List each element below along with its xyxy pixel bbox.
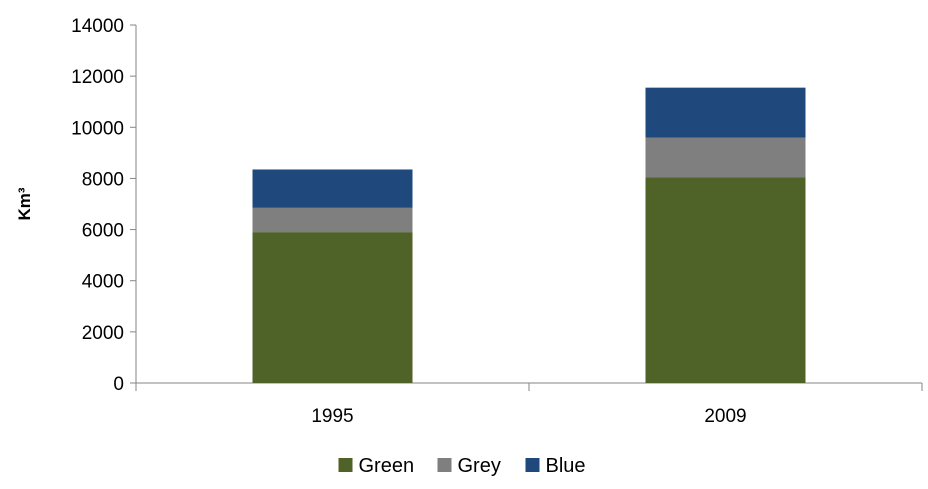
- x-tick-label: 2009: [704, 406, 746, 427]
- tick-labels: 0 2000 4000 6000 8000 10000 12000 14000 1995 2009: [71, 16, 746, 427]
- y-tick-label: 2000: [82, 323, 124, 344]
- y-tick-label: 0: [113, 374, 124, 395]
- bar-green-2009: [645, 177, 806, 383]
- bar-blue-1995: [252, 169, 413, 208]
- bar-grey-2009: [645, 137, 806, 178]
- y-axis-label: Km³: [15, 187, 34, 220]
- bar-green-1995: [252, 232, 413, 383]
- legend-label-blue: Blue: [546, 455, 586, 477]
- legend: Green Grey Blue: [338, 455, 586, 477]
- legend-swatch-grey: [437, 458, 452, 472]
- y-tick-label: 6000: [82, 221, 124, 242]
- legend-label-green: Green: [359, 455, 415, 477]
- y-tick-label: 8000: [82, 169, 124, 190]
- y-tick-label: 4000: [82, 272, 124, 293]
- y-tick-label: 14000: [71, 16, 124, 37]
- legend-swatch-blue: [525, 458, 540, 472]
- legend-swatch-green: [338, 458, 353, 472]
- bar-blue-2009: [645, 87, 806, 138]
- legend-label-grey: Grey: [458, 455, 501, 477]
- bar-grey-1995: [252, 207, 413, 233]
- x-tick-label: 1995: [311, 406, 353, 427]
- bars: [252, 87, 806, 383]
- y-tick-label: 12000: [71, 67, 124, 88]
- y-tick-label: 10000: [71, 118, 124, 139]
